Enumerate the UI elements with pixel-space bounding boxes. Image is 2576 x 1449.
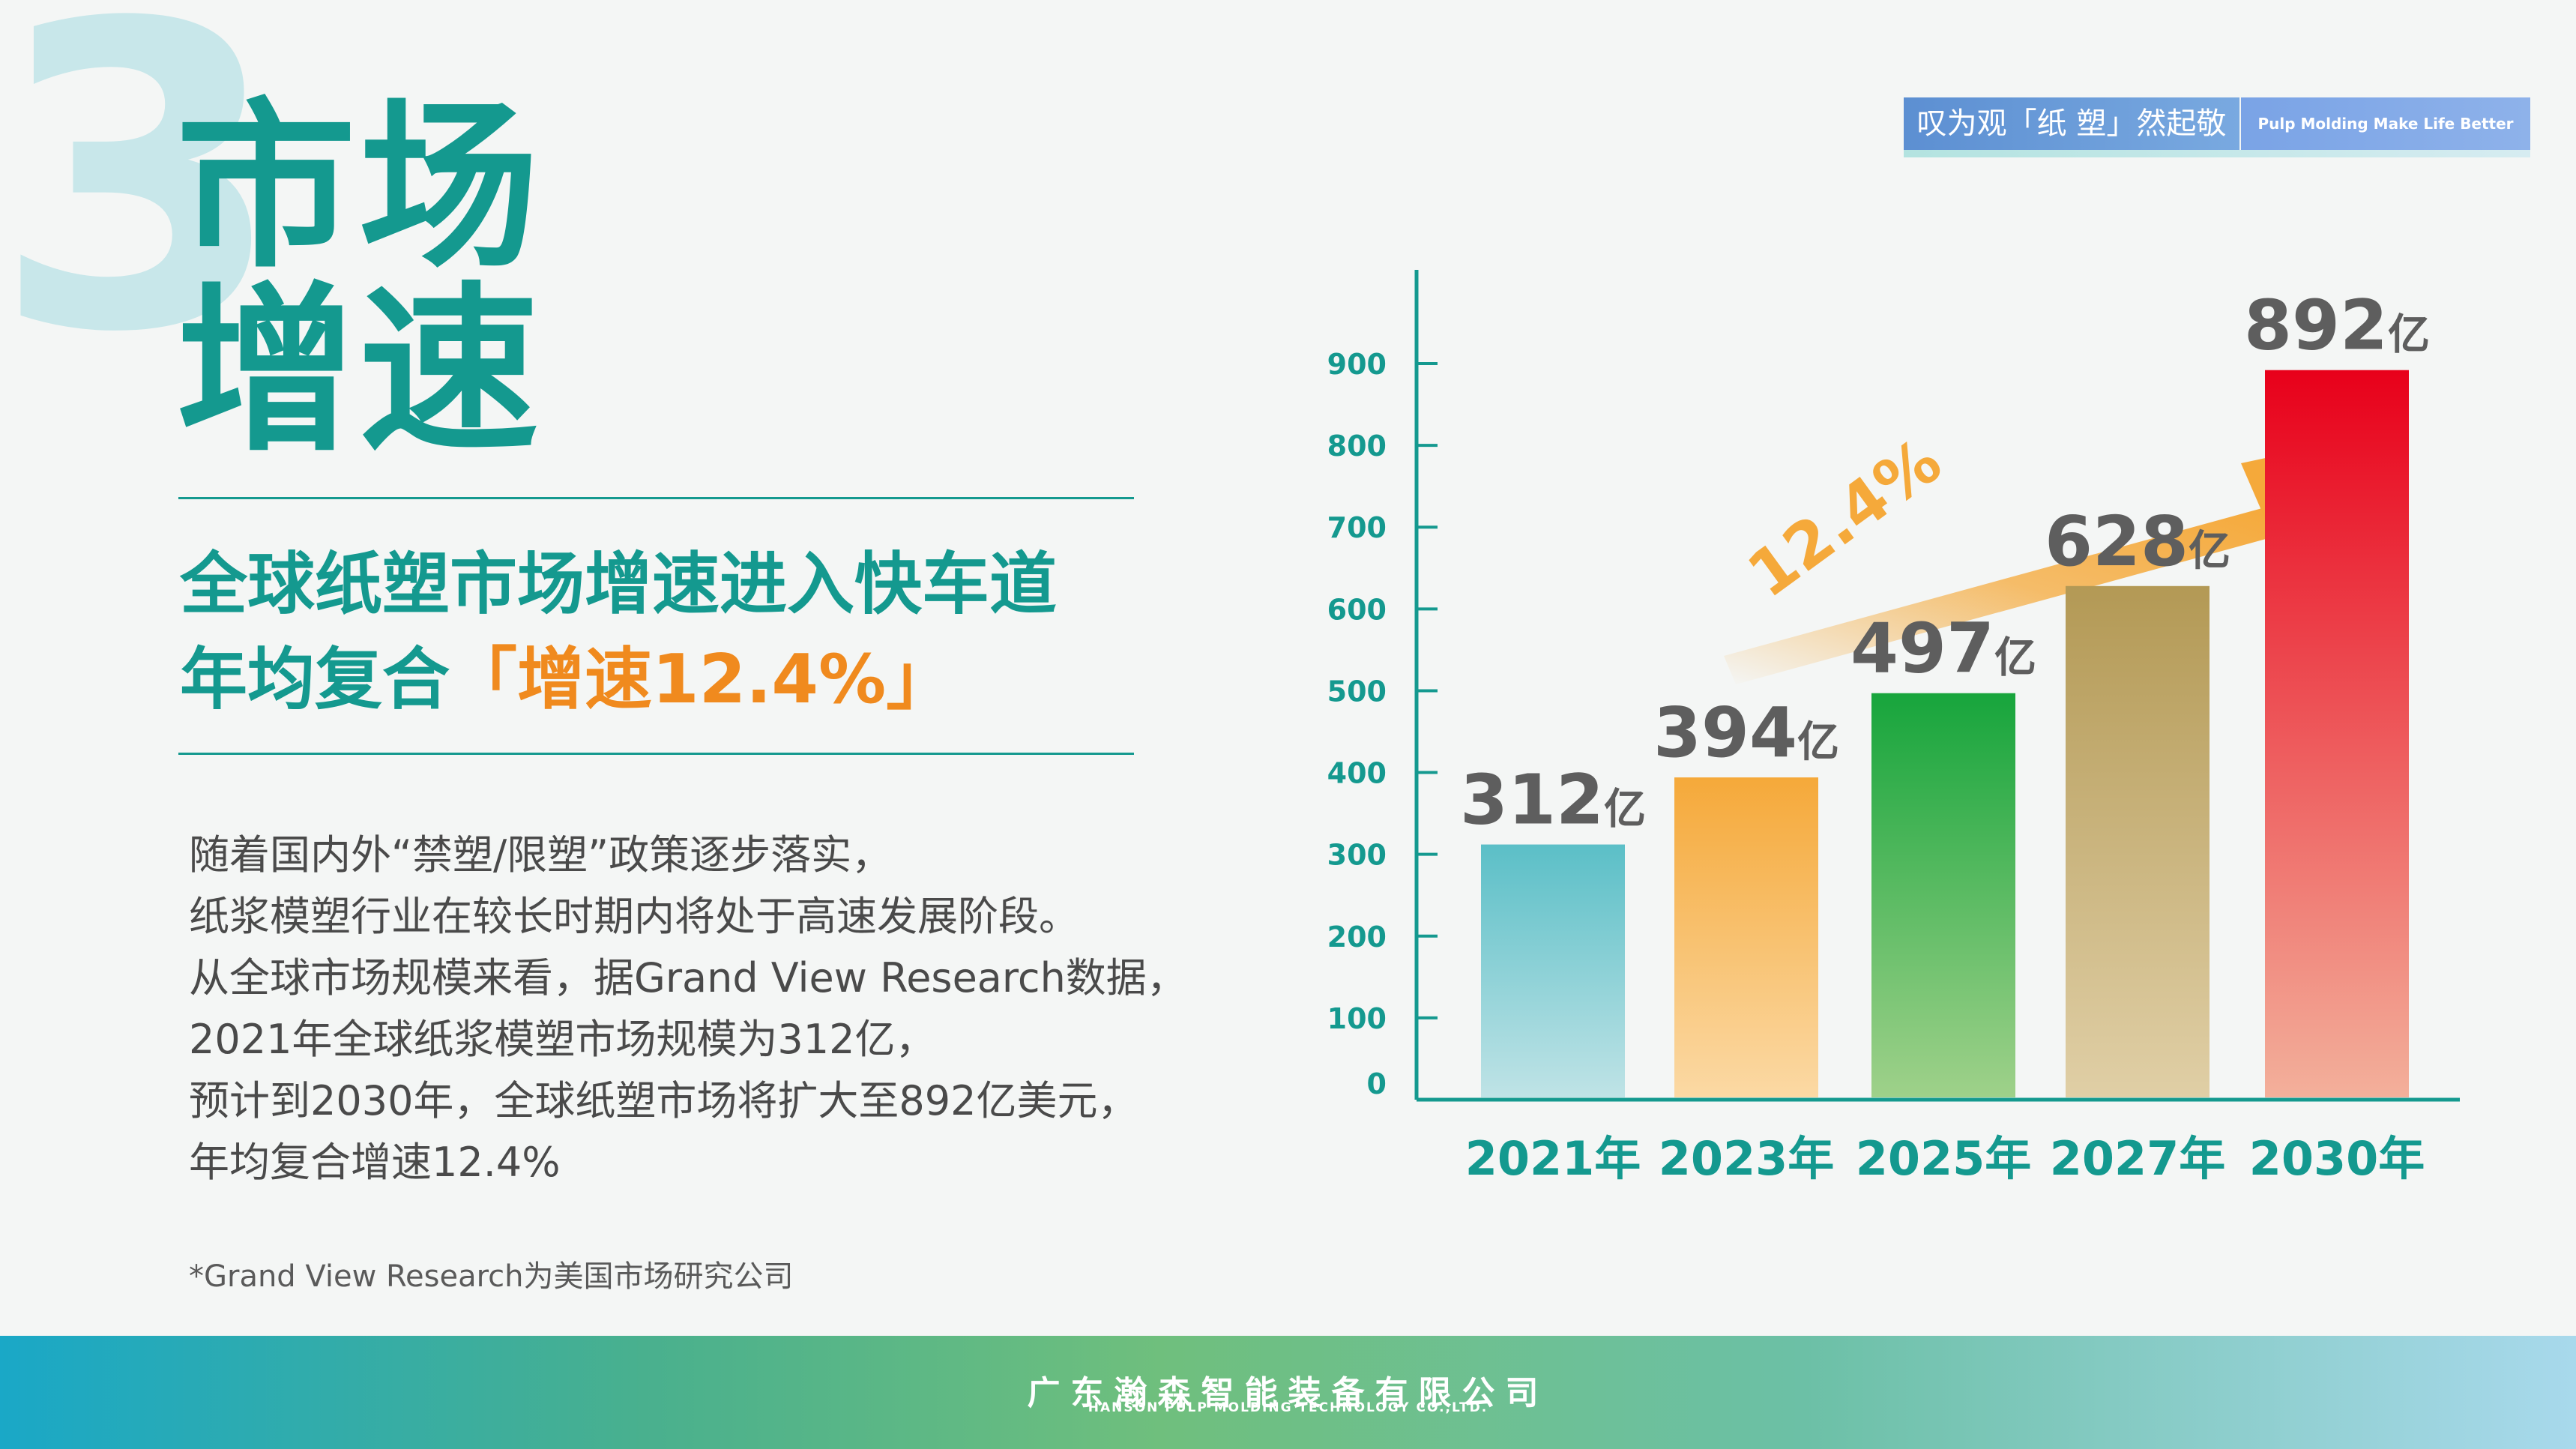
y-tick-label: 700 (1327, 511, 1387, 544)
bar (1674, 777, 1818, 1097)
slogan-cn: 叹为观「纸 塑」然起敬 (1904, 97, 2239, 150)
y-tick-label: 500 (1327, 675, 1387, 708)
y-tick-label: 800 (1327, 430, 1387, 463)
body-text: 随着国内外“禁塑/限塑”政策逐步落实， 纸浆模塑行业在较长时期内将处于高速发展阶… (189, 825, 1187, 1193)
footer-band (0, 1336, 2576, 1449)
subtitle-highlight: 「增速12.4%」 (450, 640, 954, 719)
bar-value-label: 497亿 (1850, 609, 2036, 689)
bar-value-label: 628亿 (2045, 501, 2230, 582)
bar-value-label: 394亿 (1653, 693, 1839, 773)
body-line: 随着国内外“禁塑/限塑”政策逐步落实， (189, 831, 893, 879)
subtitle-prefix: 年均复合 (180, 640, 450, 719)
y-tick-label: 0 (1367, 1067, 1387, 1100)
y-tick-label: 600 (1327, 593, 1387, 626)
divider-bottom (178, 753, 1134, 755)
x-tick-label: 2025年 (1856, 1131, 2032, 1186)
section-number: 3 (0, 0, 285, 424)
bar-value-label: 892亿 (2244, 286, 2430, 366)
slogan-en: Pulp Molding Make Life Better (2241, 97, 2530, 150)
subtitle-line-2: 年均复合「增速12.4%」 (180, 646, 953, 714)
body-line: 纸浆模塑行业在较长时期内将处于高速发展阶段。 (189, 893, 1079, 940)
y-tick-label: 200 (1327, 921, 1387, 954)
bar-value-label: 312亿 (1460, 760, 1646, 840)
slogan-banner: 叹为观「纸 塑」然起敬 Pulp Molding Make Life Bette… (1904, 97, 2530, 157)
body-line: 预计到2030年，全球纸塑市场将扩大至892亿美元， (189, 1077, 1138, 1124)
y-tick-label: 300 (1327, 839, 1387, 872)
bar (1481, 844, 1625, 1097)
company-name-en: HANSON PULP MOLDING TECHNOLOGY CO.,LTD. (1088, 1400, 1488, 1415)
bar (2066, 585, 2209, 1097)
subtitle-line-1: 全球纸塑市场增速进入快车道 (180, 545, 1057, 624)
footnote: *Grand View Research为美国市场研究公司 (189, 1259, 794, 1294)
body-line: 年均复合增速12.4% (189, 1139, 561, 1186)
y-tick-label: 900 (1327, 348, 1387, 381)
x-tick-label: 2030年 (2249, 1131, 2425, 1186)
title-line-2: 增速 (176, 266, 543, 476)
body-line: 2021年全球纸浆模塑市场规模为312亿， (189, 1016, 936, 1063)
y-tick-label: 100 (1327, 1002, 1387, 1035)
company-name-cn: 广东瀚森智能装备有限公司 (1027, 1374, 1549, 1412)
title-line-1: 市场 (176, 82, 543, 292)
x-tick-label: 2027年 (2050, 1131, 2226, 1186)
x-tick-label: 2021年 (1465, 1131, 1641, 1186)
x-tick-label: 2023年 (1659, 1131, 1835, 1186)
slogan-underline (1904, 150, 2530, 157)
bar (1871, 693, 2015, 1097)
y-tick-label: 400 (1327, 757, 1387, 790)
growth-rate-annotation: 12.4% (1734, 424, 1954, 612)
arrow-shaft (1724, 508, 2274, 684)
divider-top (178, 497, 1134, 499)
bar (2265, 370, 2409, 1097)
body-line: 从全球市场规模来看，据Grand View Research数据， (189, 954, 1187, 1001)
